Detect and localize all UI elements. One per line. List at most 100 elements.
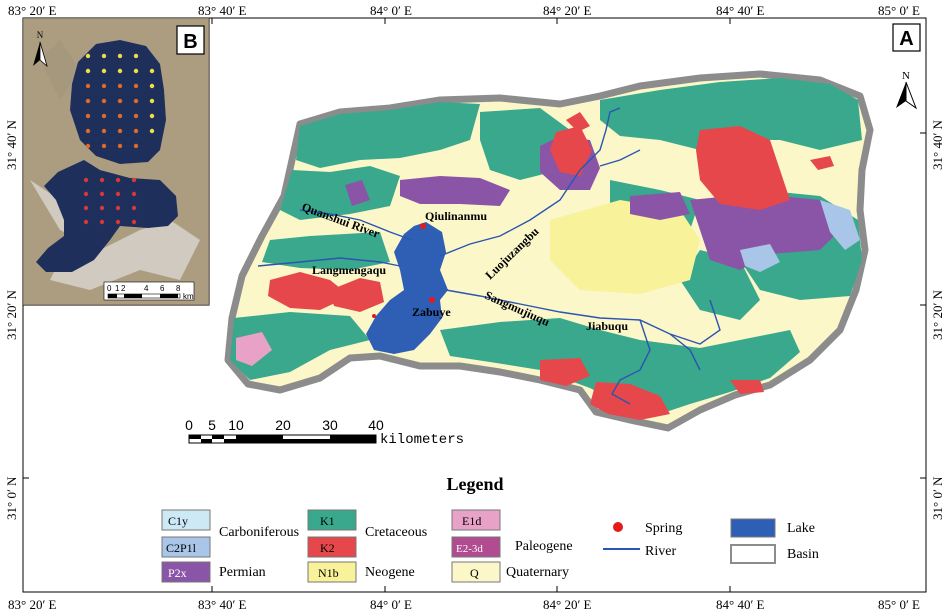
sample-point xyxy=(117,68,123,74)
legend-swatch-c1y xyxy=(161,509,211,531)
sample-point xyxy=(101,53,107,59)
legend-lake: Lake xyxy=(787,521,815,536)
sample-point xyxy=(117,53,123,59)
svg-text:10: 10 xyxy=(228,417,244,433)
sample-point xyxy=(133,53,139,59)
coord-bottom-6: 85° 0′ E xyxy=(878,597,920,612)
sample-point xyxy=(115,191,121,197)
legend-lake-icon xyxy=(730,518,776,538)
sample-points xyxy=(83,53,155,225)
coord-top-3: 84° 0′ E xyxy=(370,3,412,18)
legend-carboniferous: Carboniferous xyxy=(219,525,299,540)
coord-bottom-5: 84° 40′ E xyxy=(716,597,765,612)
sample-point xyxy=(133,113,139,119)
sample-point xyxy=(149,68,155,74)
coord-right-3: 31° 0′ N xyxy=(930,476,945,520)
sample-point xyxy=(99,177,105,183)
sample-point xyxy=(101,68,107,74)
sample-point xyxy=(101,143,107,149)
svg-text:N: N xyxy=(902,70,910,82)
sample-point xyxy=(83,177,89,183)
coord-top-1: 83° 20′ E xyxy=(8,3,57,18)
sample-point xyxy=(133,68,139,74)
svg-text:kilometers: kilometers xyxy=(380,432,464,448)
sample-point xyxy=(101,113,107,119)
sample-point xyxy=(131,177,137,183)
north-arrow-b-icon: N xyxy=(33,30,48,68)
label-jiabuqu: Jiabuqu xyxy=(586,319,628,333)
sample-point xyxy=(117,143,123,149)
legend-swatch-n1b xyxy=(307,561,357,583)
legend-code-c1y: C1y xyxy=(168,514,188,528)
coord-bottom-3: 84° 0′ E xyxy=(370,597,412,612)
sample-point xyxy=(101,98,107,104)
zabuye-lake xyxy=(366,222,448,354)
legend-swatch-k1 xyxy=(307,509,357,531)
legend-paleogene: Paleogene xyxy=(515,539,573,554)
legend-code-n1b: N1b xyxy=(318,566,339,580)
svg-text:8: 8 xyxy=(176,284,181,293)
e1d-areas xyxy=(236,332,272,366)
scale-bar: 0 5 10 20 30 40 kilometers xyxy=(185,417,464,448)
sample-point xyxy=(149,98,155,104)
sample-point xyxy=(131,205,137,211)
svg-text:20: 20 xyxy=(275,417,291,433)
sample-point xyxy=(117,128,123,134)
coord-bottom-2: 83° 40′ E xyxy=(198,597,247,612)
legend-spring: Spring xyxy=(645,521,682,536)
coord-left-1: 31° 40′ N xyxy=(4,119,19,170)
sample-point xyxy=(99,191,105,197)
sample-point xyxy=(85,113,91,119)
coord-right-1: 31° 40′ N xyxy=(930,119,945,170)
spring-zabuye xyxy=(429,297,435,303)
label-zabuye: Zabuye xyxy=(412,305,451,319)
legend-permian: Permian xyxy=(219,565,266,580)
legend-swatch-e23d xyxy=(451,536,501,558)
spring-marker xyxy=(372,314,376,318)
sample-point xyxy=(85,53,91,59)
legend-swatch-e1d xyxy=(451,509,501,531)
sample-point xyxy=(85,128,91,134)
legend-basin: Basin xyxy=(787,547,819,562)
sample-point xyxy=(101,128,107,134)
legend: C1y C2P1l P2x Carboniferous Permian K1 K… xyxy=(161,509,819,583)
sample-point xyxy=(131,191,137,197)
label-langmengaqu: Langmengaqu xyxy=(312,263,386,277)
legend-cretaceous: Cretaceous xyxy=(365,525,427,540)
sample-point xyxy=(101,83,107,89)
panel-a-label: A xyxy=(899,28,913,50)
coord-top-4: 84° 20′ E xyxy=(543,3,592,18)
svg-text:km: km xyxy=(183,292,194,301)
svg-text:0: 0 xyxy=(107,284,112,293)
legend-river: River xyxy=(645,544,676,559)
legend-swatch-p2x xyxy=(161,561,211,583)
legend-code-e1d: E1d xyxy=(462,514,481,528)
panel-b-label-box xyxy=(176,25,205,55)
legend-code-e23d: E2-3d xyxy=(456,543,483,555)
coord-right-2: 31° 20′ N xyxy=(930,289,945,340)
coord-top-2: 83° 40′ E xyxy=(198,3,247,18)
svg-text:0: 0 xyxy=(185,417,193,433)
n1b-area xyxy=(550,200,700,294)
sample-point xyxy=(85,98,91,104)
svg-text:6: 6 xyxy=(160,284,165,293)
sample-point xyxy=(149,128,155,134)
legend-code-c2p1l: C2P1l xyxy=(166,541,197,555)
svg-text:2: 2 xyxy=(121,284,126,293)
sample-point xyxy=(149,113,155,119)
north-arrow-a-icon: N xyxy=(896,70,918,110)
sample-point xyxy=(117,113,123,119)
svg-text:30: 30 xyxy=(322,417,338,433)
legend-neogene: Neogene xyxy=(365,565,415,580)
legend-swatch-k2 xyxy=(307,536,357,558)
panel-b-inset: 0 1 2 4 6 8 km xyxy=(22,17,210,306)
panel-b-label: B xyxy=(183,31,197,53)
sample-point xyxy=(83,191,89,197)
coord-top-6: 85° 0′ E xyxy=(878,3,920,18)
legend-quaternary: Quaternary xyxy=(506,565,569,580)
sample-point xyxy=(83,219,89,225)
sample-point xyxy=(133,128,139,134)
coord-bottom-4: 84° 20′ E xyxy=(543,597,592,612)
rivers xyxy=(257,107,721,405)
